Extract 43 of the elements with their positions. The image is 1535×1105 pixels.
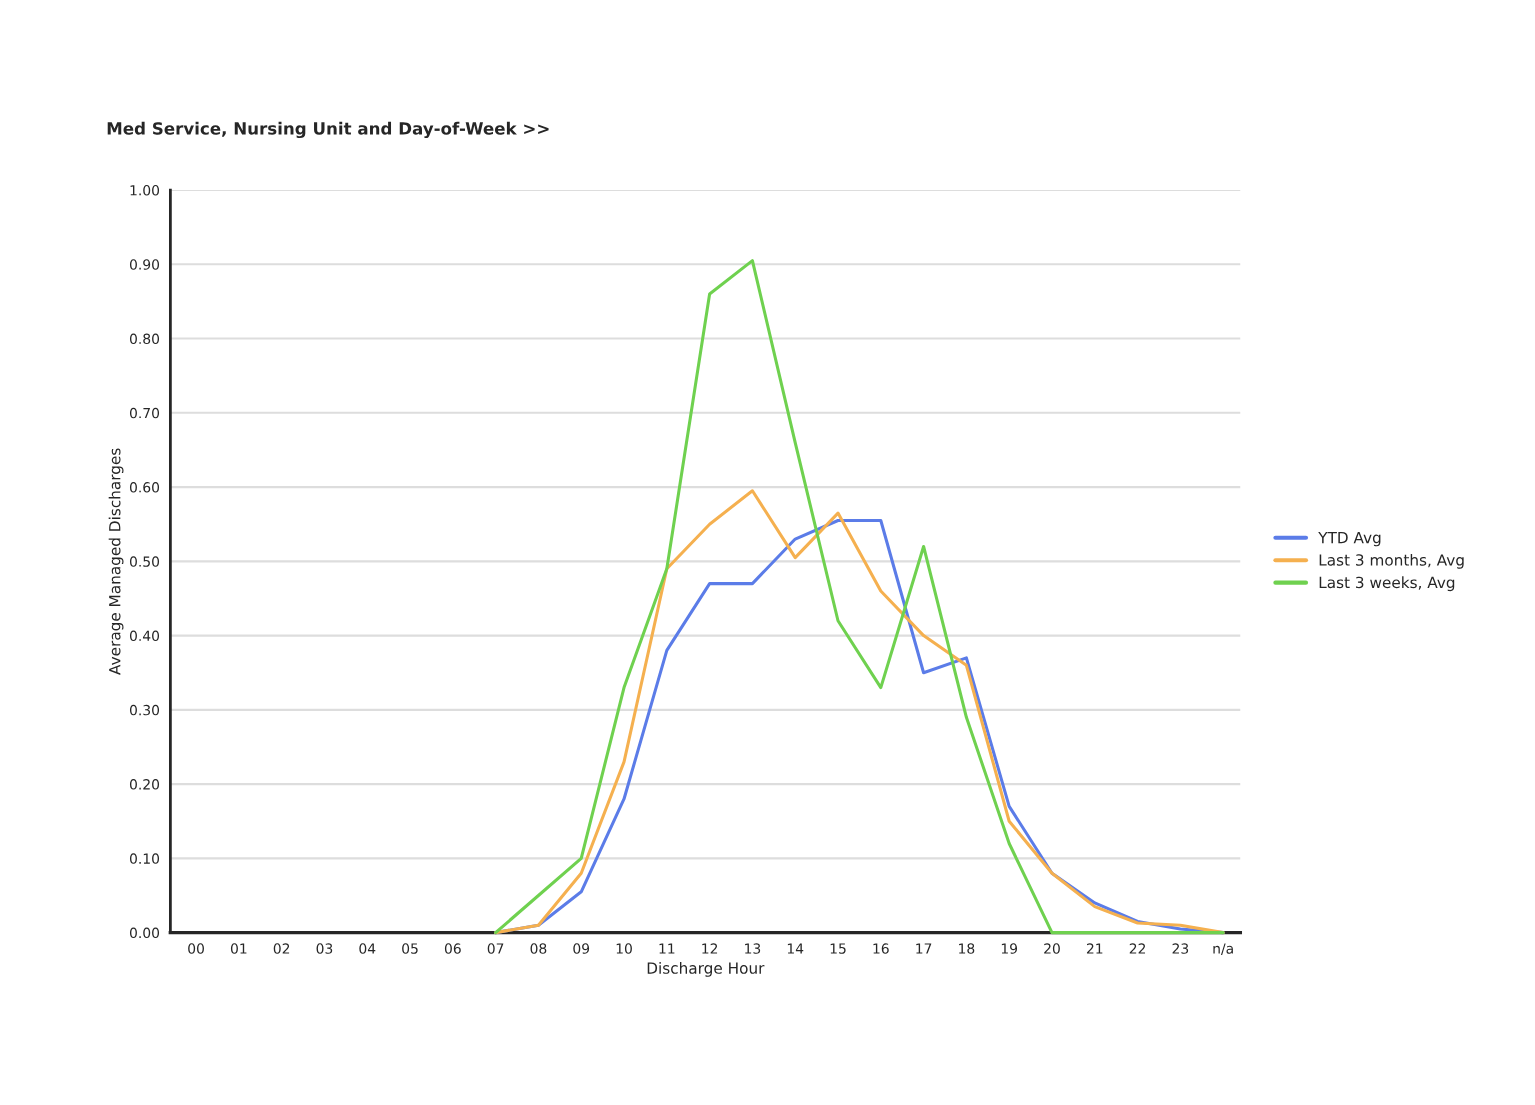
x-tick-label: 01 (230, 943, 247, 954)
x-tick-label: 11 (659, 943, 675, 954)
y-tick-label: 0.00 (129, 927, 160, 939)
x-tick-label: 13 (745, 943, 761, 954)
x-tick-label: 07 (487, 943, 504, 954)
legend-label: Last 3 weeks, Avg (1319, 576, 1455, 592)
x-tick-label: 18 (959, 943, 975, 954)
x-tick-label: 04 (359, 943, 376, 954)
y-tick-label: 0.40 (129, 630, 160, 642)
x-tick-label: 10 (616, 943, 632, 954)
y-tick-label: 0.70 (129, 407, 160, 419)
y-tick-label: 0.90 (129, 259, 160, 270)
x-tick-label: 08 (530, 943, 547, 954)
legend-label: YTD Avg (1318, 531, 1381, 547)
y-tick-label: 0.50 (129, 556, 160, 567)
x-tick-label: 15 (830, 943, 846, 954)
y-tick-label: 0.60 (129, 482, 160, 493)
x-tick-label: 22 (1129, 943, 1146, 954)
x-tick-label: 02 (273, 943, 290, 954)
chart-title: Med Service, Nursing Unit and Day-of-Week >> (107, 121, 549, 139)
y-axis-title: Average Managed Discharges (108, 448, 124, 675)
y-tick-label: 0.20 (129, 779, 160, 790)
y-tick-label: 1.00 (130, 185, 160, 196)
x-tick-label: 14 (787, 943, 804, 954)
x-tick-label: 12 (702, 943, 718, 954)
y-tick-label: 0.80 (129, 333, 160, 345)
x-tick-label: 21 (1086, 943, 1103, 954)
x-tick-label: 17 (916, 943, 932, 954)
x-tick-label: 16 (873, 943, 889, 954)
x-tick-label: n/a (1213, 943, 1233, 955)
legend-label: Last 3 months, Avg (1319, 553, 1464, 569)
x-tick-label: 09 (573, 943, 590, 954)
line-series (494, 259, 1225, 935)
x-tick-label: 20 (1044, 943, 1060, 954)
x-tick-label: 03 (316, 943, 333, 954)
x-tick-label: 06 (444, 943, 461, 954)
x-tick-label: 00 (188, 943, 204, 954)
x-tick-label: 05 (402, 943, 418, 954)
x-tick-label: 23 (1172, 943, 1189, 954)
x-tick-label: 19 (1001, 943, 1018, 954)
x-axis-title: Discharge Hour (647, 962, 765, 977)
y-tick-label: 0.10 (129, 853, 160, 864)
y-tick-label: 0.30 (129, 704, 160, 716)
